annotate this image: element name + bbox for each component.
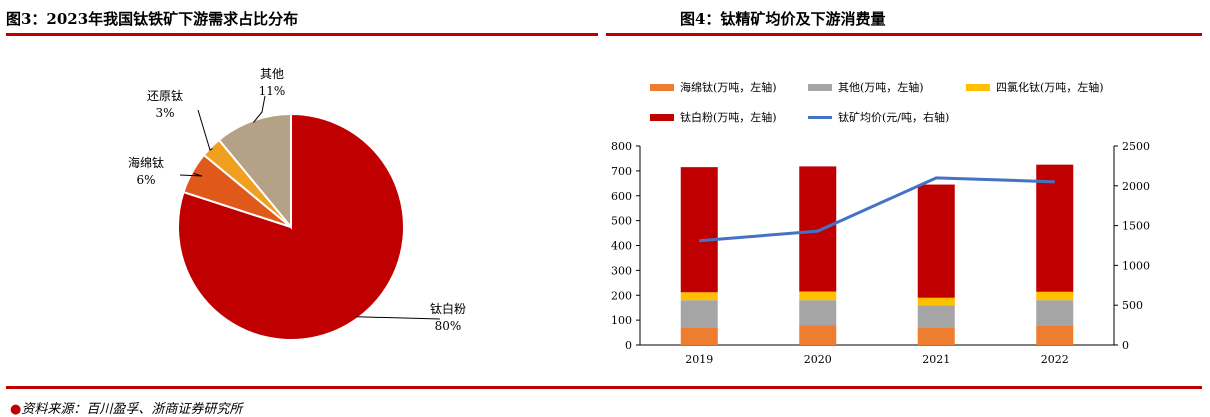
right-chart-title: 图4：钛精矿均价及下游消费量 — [680, 10, 886, 28]
pie-slice — [217, 112, 292, 230]
bar-line-chart: 0 100 200 300 400 500 600 700 800 0 500 1000 1500 200… — [611, 140, 1150, 366]
pie-leader-line — [179, 173, 203, 177]
x-tick-label: 2019 — [685, 353, 713, 366]
right-y-tick-label: 2000 — [1122, 180, 1150, 193]
left-title-rule — [6, 33, 598, 36]
legend-item-sponge-titanium: 海绵钛(万吨，左轴) — [650, 79, 777, 95]
price-line — [699, 176, 1055, 243]
pie-leader-line — [253, 95, 266, 123]
legend-label: 钛白粉(万吨，左轴) — [680, 111, 777, 124]
left-y-tick-label: 200 — [611, 289, 632, 302]
legend-item-ticl4: 四氯化钛(万吨，左轴) — [966, 79, 1104, 95]
legend-label: 四氯化钛(万吨，左轴) — [996, 81, 1104, 94]
bar-segment — [1036, 291, 1074, 301]
right-y-tick-label: 1000 — [1122, 259, 1150, 272]
pie-leader-line — [356, 316, 441, 320]
legend-swatch — [650, 83, 674, 91]
left-y-tick-label: 300 — [611, 264, 632, 277]
right-y-tick-label: 0 — [1122, 339, 1129, 352]
legend-swatch — [808, 83, 832, 91]
pie-chart: 钛白粉 80% 海绵钛 6% 还原钛 3% 其他 11% — [128, 67, 466, 341]
bullet-icon: ● — [10, 402, 22, 417]
bar-segment — [680, 300, 718, 328]
pie-slice-name: 钛白粉 — [430, 301, 466, 316]
left-y-tick-label: 800 — [611, 140, 632, 153]
right-y-tick-label: 1500 — [1122, 220, 1150, 233]
source-text: 资料来源：百川盈孚、浙商证券研究所 — [21, 402, 243, 417]
footer-rule — [6, 386, 1202, 389]
bar-segment — [799, 325, 837, 345]
bar-segment — [917, 184, 955, 298]
x-tick-label: 2021 — [922, 353, 950, 366]
pie-slice-name: 海绵钛 — [128, 155, 164, 170]
legend-line-swatch — [808, 115, 832, 119]
bar-segment — [799, 300, 837, 326]
bar-segment — [799, 291, 837, 301]
bar-segment — [1036, 325, 1074, 345]
legend-label: 钛矿均价(元/吨，右轴) — [838, 111, 950, 124]
left-chart-title: 图3：2023年我国钛铁矿下游需求占比分布 — [6, 10, 299, 28]
pie-slice-percent: 80% — [435, 319, 462, 333]
left-y-tick-label: 100 — [611, 314, 632, 327]
legend-swatch — [650, 113, 674, 121]
legend-swatch — [966, 83, 990, 91]
bar-segment — [680, 292, 718, 301]
bar-segment — [680, 167, 718, 293]
left-y-tick-label: 700 — [611, 165, 632, 178]
left-y-tick-label: 400 — [611, 240, 632, 253]
pie-slice-percent: 3% — [155, 106, 174, 120]
legend-item-other: 其他(万吨，左轴) — [808, 79, 924, 95]
legend-label: 其他(万吨，左轴) — [838, 81, 924, 94]
bar-segment — [917, 297, 955, 306]
pie-slice-percent: 6% — [136, 173, 155, 187]
x-tick-label: 2020 — [804, 353, 832, 366]
x-tick-label: 2022 — [1041, 353, 1069, 366]
bar-segment — [917, 305, 955, 328]
bar-segment — [799, 166, 837, 292]
pie-leader-line — [197, 109, 213, 151]
source-note: ●资料来源：百川盈孚、浙商证券研究所 — [10, 398, 242, 417]
pie-slice — [177, 112, 405, 341]
left-y-tick-label: 0 — [625, 339, 632, 352]
legend-item-ore-price: 钛矿均价(元/吨，右轴) — [808, 109, 949, 125]
left-y-tick-label: 500 — [611, 215, 632, 228]
right-y-tick-label: 500 — [1122, 299, 1143, 312]
legend-item-titanium-dioxide: 钛白粉(万吨，左轴) — [650, 109, 777, 125]
bar-segment — [1036, 164, 1074, 292]
left-y-tick-label: 600 — [611, 190, 632, 203]
pie-slice-name: 其他 — [260, 67, 284, 81]
right-y-tick-label: 2500 — [1122, 140, 1150, 153]
pie-slice-percent: 11% — [259, 84, 286, 98]
bar-segment — [680, 327, 718, 345]
right-title-rule — [606, 33, 1202, 36]
bar-segment — [1036, 300, 1074, 326]
pie-slice-name: 还原钛 — [147, 88, 183, 103]
bar-segment — [917, 327, 955, 345]
legend-label: 海绵钛(万吨，左轴) — [680, 81, 777, 94]
